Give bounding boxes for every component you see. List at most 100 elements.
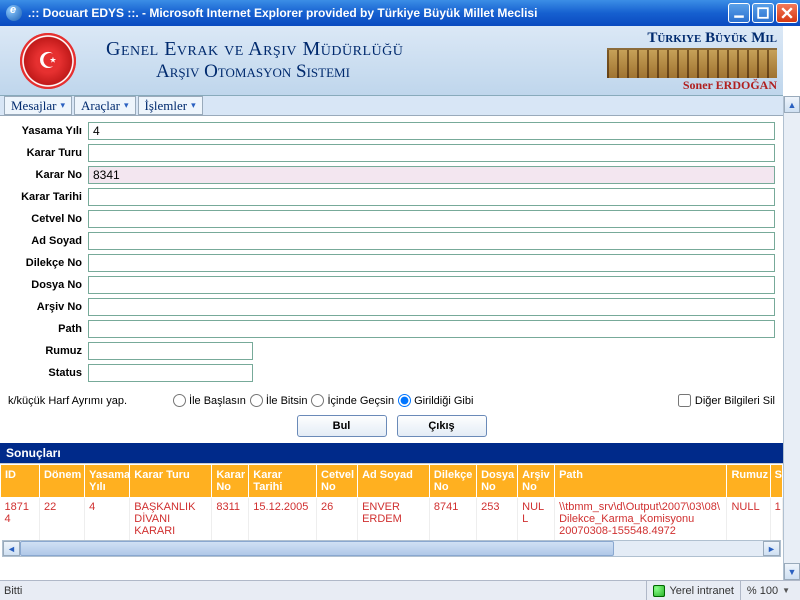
- menu-mesajlar[interactable]: Mesajlar ▾: [4, 96, 72, 115]
- menu-label: Araçlar: [81, 98, 120, 114]
- input-karar-tarihi[interactable]: [88, 188, 775, 206]
- menu-label: Mesajlar: [11, 98, 56, 114]
- filter-bar: k/küçük Harf Ayrımı yap. İle Başlasın İle…: [0, 388, 783, 413]
- table-cell: 26: [317, 498, 358, 541]
- zone-icon: [653, 585, 665, 597]
- banner-org: Türkiye Büyük Mil: [647, 30, 777, 47]
- results-column-header[interactable]: Arşiv No: [518, 465, 555, 498]
- vscroll-track[interactable]: [784, 113, 800, 563]
- close-button[interactable]: [776, 3, 798, 23]
- table-row[interactable]: 18714224BAŞKANLIK DİVANI KARARI831115.12…: [1, 498, 783, 541]
- input-arsiv-no[interactable]: [88, 298, 775, 316]
- scroll-right-arrow[interactable]: ►: [763, 541, 780, 556]
- minimize-button[interactable]: [728, 3, 750, 23]
- scroll-left-arrow[interactable]: ◄: [3, 541, 20, 556]
- chevron-down-icon: ▾: [191, 100, 196, 111]
- table-cell: 8741: [429, 498, 476, 541]
- case-sensitivity-label: k/küçük Harf Ayrımı yap.: [8, 395, 127, 407]
- label-path: Path: [8, 323, 88, 335]
- label-dilekce-no: Dilekçe No: [8, 257, 88, 269]
- match-mode-radio[interactable]: [398, 394, 411, 407]
- app-banner: Genel Evrak ve Arşiv Müdürlüğü Arşiv Oto…: [0, 26, 783, 96]
- scroll-up-arrow[interactable]: ▲: [784, 96, 800, 113]
- search-button[interactable]: Bul: [297, 415, 387, 437]
- table-cell: 253: [477, 498, 518, 541]
- banner-title-2: Arşiv Otomasyon Sistemi: [156, 61, 403, 83]
- results-column-header[interactable]: S: [770, 465, 782, 498]
- scroll-down-arrow[interactable]: ▼: [784, 563, 800, 580]
- chevron-down-icon: ▾: [124, 100, 129, 111]
- match-mode-option[interactable]: İle Bitsin: [250, 394, 308, 407]
- zoom-segment[interactable]: % 100 ▼: [740, 581, 796, 600]
- exit-button[interactable]: Çıkış: [397, 415, 487, 437]
- status-bar: Bitti Yerel intranet % 100 ▼: [0, 580, 800, 600]
- results-column-header[interactable]: Karar Turu: [130, 465, 212, 498]
- input-rumuz[interactable]: [88, 342, 253, 360]
- results-column-header[interactable]: Dosya No: [477, 465, 518, 498]
- match-mode-option[interactable]: İle Başlasın: [173, 394, 246, 407]
- results-column-header[interactable]: Rumuz: [727, 465, 770, 498]
- results-column-header[interactable]: Ad Soyad: [358, 465, 430, 498]
- label-ad-soyad: Ad Soyad: [8, 235, 88, 247]
- input-ad-soyad[interactable]: [88, 232, 775, 250]
- chevron-down-icon: ▾: [60, 100, 65, 111]
- delete-others-text: Diğer Bilgileri Sil: [695, 395, 775, 407]
- table-cell: 8311: [212, 498, 249, 541]
- input-karar-no[interactable]: [88, 166, 775, 184]
- results-column-header[interactable]: Dilekçe No: [429, 465, 476, 498]
- vertical-scrollbar[interactable]: ▲ ▼: [783, 96, 800, 580]
- table-cell: 15.12.2005: [249, 498, 317, 541]
- match-mode-radio[interactable]: [173, 394, 186, 407]
- maximize-button[interactable]: [752, 3, 774, 23]
- menu-label: İşlemler: [145, 98, 188, 114]
- table-cell: \\tbmm_srv\d\Output\2007\03\08\Dilekce_K…: [555, 498, 727, 541]
- input-yasama-yili[interactable]: [88, 122, 775, 140]
- input-karar-turu[interactable]: [88, 144, 775, 162]
- match-mode-radio[interactable]: [250, 394, 263, 407]
- match-mode-label: İle Başlasın: [189, 395, 246, 407]
- match-mode-radio[interactable]: [311, 394, 324, 407]
- chevron-down-icon: ▼: [782, 586, 790, 595]
- label-yasama-yili: Yasama Yılı: [8, 125, 88, 137]
- table-cell: 22: [39, 498, 84, 541]
- table-cell: 1: [770, 498, 782, 541]
- label-arsiv-no: Arşiv No: [8, 301, 88, 313]
- results-column-header[interactable]: ID: [1, 465, 40, 498]
- input-dosya-no[interactable]: [88, 276, 775, 294]
- zone-label: Yerel intranet: [669, 585, 733, 597]
- input-status[interactable]: [88, 364, 253, 382]
- scroll-thumb[interactable]: [20, 541, 614, 556]
- window-title: .:: Docuart EDYS ::. - Microsoft Interne…: [28, 6, 537, 20]
- results-column-header[interactable]: Yasama Yılı: [85, 465, 130, 498]
- horizontal-scrollbar[interactable]: ◄ ►: [2, 540, 781, 557]
- action-buttons: Bul Çıkış: [0, 413, 783, 443]
- search-form: Yasama Yılı Karar Turu Karar No Karar Ta…: [0, 116, 783, 388]
- match-mode-option[interactable]: Girildiği Gibi: [398, 394, 473, 407]
- results-column-header[interactable]: Karar Tarihi: [249, 465, 317, 498]
- results-title: Sonuçları: [0, 443, 783, 463]
- results-column-header[interactable]: Dönem: [39, 465, 84, 498]
- table-cell: 4: [85, 498, 130, 541]
- input-path[interactable]: [88, 320, 775, 338]
- status-text: Bitti: [4, 585, 22, 597]
- ie-icon: [6, 5, 22, 21]
- results-column-header[interactable]: Cetvel No: [317, 465, 358, 498]
- menu-islemler[interactable]: İşlemler▾: [138, 96, 203, 115]
- results-column-header[interactable]: Path: [555, 465, 727, 498]
- match-mode-label: Girildiği Gibi: [414, 395, 473, 407]
- banner-title-1: Genel Evrak ve Arşiv Müdürlüğü: [106, 38, 403, 61]
- input-dilekce-no[interactable]: [88, 254, 775, 272]
- label-karar-tarihi: Karar Tarihi: [8, 191, 88, 203]
- security-zone: Yerel intranet: [646, 581, 739, 600]
- banner-user: Soner ERDOĞAN: [683, 78, 777, 93]
- results-column-header[interactable]: Karar No: [212, 465, 249, 498]
- scroll-track[interactable]: [20, 541, 763, 556]
- input-cetvel-no[interactable]: [88, 210, 775, 228]
- delete-others-checkbox[interactable]: [678, 394, 691, 407]
- zoom-label: % 100: [747, 585, 778, 597]
- table-cell: 18714: [1, 498, 40, 541]
- match-mode-option[interactable]: İçinde Geçsin: [311, 394, 394, 407]
- delete-others-checkbox-label[interactable]: Diğer Bilgileri Sil: [678, 394, 775, 407]
- building-image: [607, 48, 777, 78]
- menu-araclar[interactable]: Araçlar ▾: [74, 96, 136, 115]
